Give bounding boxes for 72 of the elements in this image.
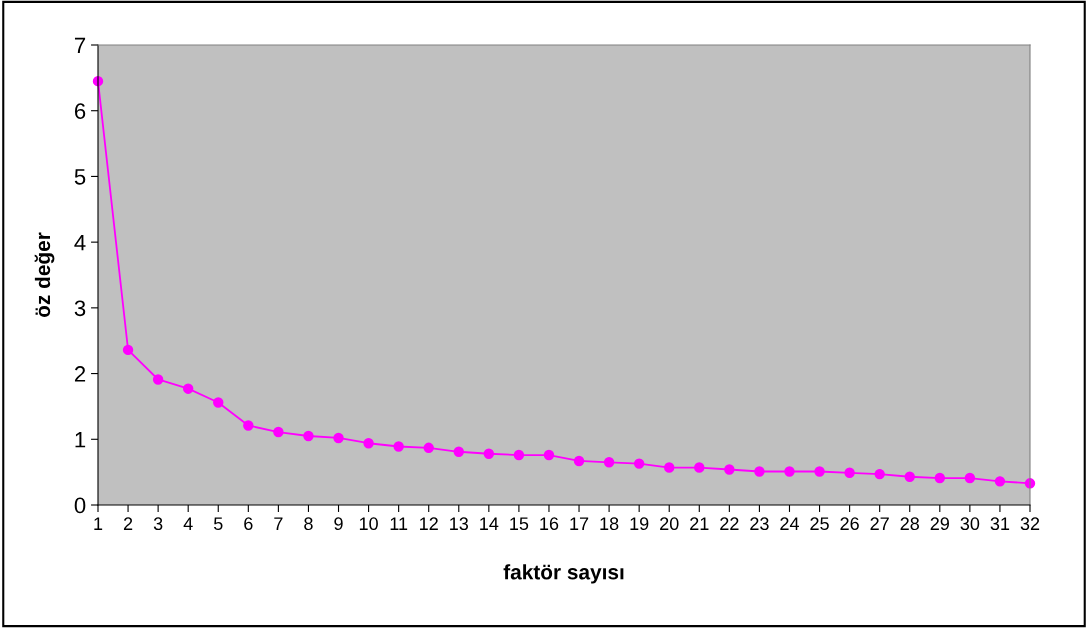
x-tick-label: 15 [510,517,529,531]
x-tick-label: 21 [690,517,709,530]
x-tick-label: 8 [304,517,313,531]
x-tick-label: 16 [540,517,559,531]
point [273,426,284,438]
y-tick-label: 5 [74,169,86,185]
x-tick-label: 18 [600,517,619,531]
x-tick-label: 5 [213,517,223,531]
point [844,467,855,479]
point [664,462,675,473]
x-tick-label: 19 [630,517,649,531]
x-axis-title: faktör sayısı [503,564,624,584]
point [213,397,224,408]
x-tick-label: 17 [570,517,589,530]
point [423,442,434,454]
point [633,458,645,469]
x-tick-label: 24 [780,517,799,530]
x-tick-label: 26 [840,517,859,531]
x-tick-label: 1 [94,517,103,530]
point [874,468,885,480]
x-tick-label: 20 [660,517,679,531]
y-axis-title: öz değer [34,232,55,318]
x-tick-label: 30 [960,517,980,531]
y-tick-label: 3 [74,300,86,317]
point [333,432,344,444]
x-tick-label: 9 [334,517,343,531]
x-tick-label: 3 [153,517,163,531]
point [243,420,254,431]
x-tick-label: 23 [750,517,769,531]
y-tick-label: 7 [74,37,86,54]
point [934,472,946,484]
x-tick-label: 12 [420,517,438,530]
x-tick-label: 10 [359,517,378,531]
x-tick-label: 13 [450,517,469,531]
point [152,374,164,385]
point [724,464,735,475]
point [694,462,705,473]
point [814,466,825,477]
x-tick-label: 32 [1020,517,1040,531]
point [573,455,585,467]
point [363,438,374,449]
point [393,441,404,452]
y-tick-label: 0 [74,497,86,514]
x-tick-label: 11 [390,517,408,530]
x-tick-label: 27 [870,517,889,530]
point [483,448,495,459]
point [453,446,464,457]
point [994,476,1006,487]
x-tick-label: 7 [274,517,283,530]
x-tick-label: 6 [244,517,253,531]
y-tick-label: 4 [74,234,86,251]
x-tick-label: 31 [990,517,1010,531]
y-tick-label: 6 [74,103,86,119]
point [122,344,134,356]
point [513,449,525,461]
point [904,471,915,482]
x-tick-label: 14 [480,517,499,530]
point [182,383,194,394]
x-tick-label: 2 [123,517,133,530]
point [964,472,976,484]
x-tick-label: 29 [930,517,949,531]
x-tick-label: 28 [900,517,919,531]
point [754,466,765,477]
point [303,430,314,442]
x-tick-label: 22 [720,517,739,530]
y-tick-label: 1 [75,432,86,448]
x-tick-label: 25 [810,517,829,531]
x-tick-label: 4 [183,517,193,530]
point [543,449,555,461]
y-tick-label: 2 [74,366,86,382]
point [784,466,795,477]
point [603,457,615,468]
